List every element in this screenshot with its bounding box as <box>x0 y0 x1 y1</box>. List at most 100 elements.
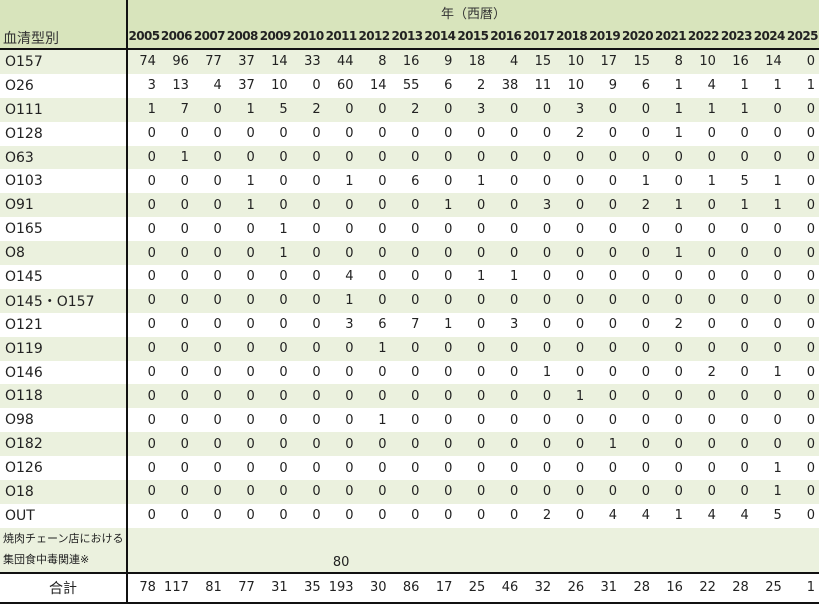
count-cell: 1 <box>773 460 782 476</box>
count-cell: 0 <box>147 460 156 476</box>
count-cell: 0 <box>213 126 222 142</box>
count-cell: 0 <box>588 193 622 218</box>
serotype-name-cell: O118 <box>0 384 128 409</box>
count-cell: 0 <box>258 145 292 170</box>
count-cell: 0 <box>192 432 226 457</box>
count-cell: 4 <box>489 49 523 74</box>
count-cell: 13 <box>172 78 189 94</box>
table-row: O126 0 0 0 0 0 0 0 0 0 0 0 0 0 0 0 0 0 0 0 1 0 <box>0 456 819 481</box>
count-cell: 1 <box>542 365 552 381</box>
count-cell: 0 <box>291 145 325 170</box>
count-cell: 1 <box>477 173 486 189</box>
total-cell: 46 <box>489 571 523 604</box>
count-cell: 0 <box>258 193 292 218</box>
table-row: O128 0 0 0 0 0 0 0 0 0 0 0 0 0 2 0 0 1 0 0 0 0 <box>0 121 819 146</box>
count-cell: 0 <box>378 365 387 381</box>
count-cell: 3 <box>509 317 519 333</box>
count-cell: 0 <box>740 412 749 428</box>
count-cell: 0 <box>608 412 618 428</box>
count-cell: 74 <box>127 49 160 74</box>
table-row: O145 0 0 0 0 0 0 4 0 0 0 1 1 0 0 0 0 0 0 0 0 0 <box>0 265 819 289</box>
count-cell: 0 <box>291 432 325 457</box>
count-cell: 3 <box>147 78 156 94</box>
year-header-cell: 2007 <box>192 24 226 50</box>
table-row: O157 74 96 77 37 14 33 44 8 16 9 18 4 15 10 17 15 8 10 16 14… <box>0 49 819 74</box>
serotype-name-cell: O146 <box>0 360 128 385</box>
count-cell: 0 <box>575 269 585 285</box>
count-cell: 0 <box>785 97 819 122</box>
count-cell: 17 <box>588 49 622 74</box>
count-cell: 1 <box>654 241 687 266</box>
count-cell: 0 <box>180 365 189 381</box>
count-cell: 0 <box>159 193 193 218</box>
table-row: O63 0 1 0 0 0 0 0 0 0 0 0 0 0 0 0 0 0 0 0 0 0 <box>0 145 819 170</box>
serotype-name-cell: O165 <box>0 217 128 242</box>
count-cell: 0 <box>608 317 618 333</box>
count-cell: 0 <box>225 432 259 457</box>
count-cell: 1 <box>707 173 716 189</box>
count-cell: 0 <box>477 412 486 428</box>
count-cell: 0 <box>312 508 321 524</box>
count-cell: 0 <box>444 365 453 381</box>
count-cell: 1 <box>674 78 683 94</box>
empty-cell <box>588 527 622 573</box>
count-cell: 0 <box>258 432 292 457</box>
count-cell: 0 <box>785 480 819 504</box>
count-cell: 0 <box>509 126 519 142</box>
count-cell: 0 <box>411 126 420 142</box>
count-cell: 0 <box>522 384 556 409</box>
count-cell: 10 <box>567 78 585 94</box>
count-cell: 0 <box>291 241 325 266</box>
count-cell: 14 <box>369 78 387 94</box>
year-header-cell: 2023 <box>719 24 753 50</box>
count-cell: 0 <box>357 97 391 122</box>
count-cell: 0 <box>674 365 683 381</box>
count-cell: 0 <box>707 221 716 237</box>
year-header-cell: 2016 <box>489 24 523 50</box>
count-cell: 0 <box>740 126 749 142</box>
table-row: OUT 0 0 0 0 0 0 0 0 0 0 0 0 2 0 4 4 1 4 4 5 0 <box>0 503 819 528</box>
serotype-name-cell: O126 <box>0 456 128 481</box>
count-cell: 1 <box>686 97 720 122</box>
count-cell: 0 <box>608 221 618 237</box>
count-cell: 0 <box>707 126 716 142</box>
count-cell: 0 <box>719 432 753 457</box>
empty-cell <box>159 527 193 573</box>
empty-cell <box>555 527 589 573</box>
year-header-cell: 2014 <box>423 24 457 50</box>
count-cell: 0 <box>411 269 420 285</box>
total-cell: 78 <box>127 571 160 604</box>
count-cell: 1 <box>246 173 255 189</box>
count-cell: 0 <box>390 145 424 170</box>
count-cell: 0 <box>621 145 654 170</box>
count-cell: 1 <box>740 78 749 94</box>
count-cell: 0 <box>588 288 622 313</box>
count-cell: 0 <box>806 269 815 285</box>
serotype-name-cell: O145・O157 <box>0 288 128 313</box>
count-cell: 0 <box>411 508 420 524</box>
count-cell: 37 <box>238 78 255 94</box>
count-cell: 0 <box>542 460 552 476</box>
count-cell: 0 <box>357 145 391 170</box>
count-cell: 1 <box>588 432 622 457</box>
count-cell: 10 <box>271 78 288 94</box>
count-cell: 0 <box>147 317 156 333</box>
count-cell: 1 <box>477 269 486 285</box>
count-cell: 0 <box>127 288 160 313</box>
count-cell: 0 <box>411 412 420 428</box>
year-header-cell: 2020 <box>621 24 654 50</box>
count-cell: 0 <box>752 241 786 266</box>
year-header-cell: 2008 <box>225 24 259 50</box>
count-cell: 0 <box>686 145 720 170</box>
count-cell: 1 <box>674 126 683 142</box>
count-cell: 37 <box>225 49 259 74</box>
count-cell: 0 <box>180 460 189 476</box>
count-cell: 15 <box>621 49 654 74</box>
count-cell: 3 <box>522 193 556 218</box>
count-cell: 0 <box>752 97 786 122</box>
count-cell: 0 <box>773 269 782 285</box>
count-cell: 0 <box>324 384 358 409</box>
count-cell: 0 <box>258 480 292 504</box>
serotype-name-cell: O63 <box>0 145 128 170</box>
